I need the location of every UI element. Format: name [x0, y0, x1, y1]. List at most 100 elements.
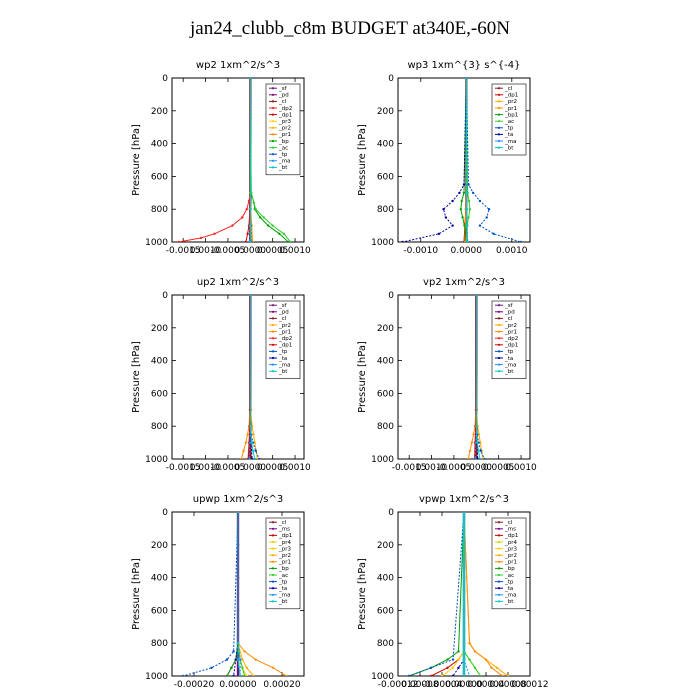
legend-marker [497, 337, 501, 340]
legend-entry: _ma [504, 593, 516, 599]
plot-frame [171, 294, 305, 460]
data-point [234, 658, 237, 661]
legend-entry: _pr2 [504, 99, 517, 105]
y-tick-label: 600 [377, 172, 394, 182]
legend-marker [497, 554, 501, 557]
data-point [484, 658, 488, 661]
data-point [287, 240, 290, 242]
legend-entry: _sf [504, 303, 514, 309]
series-group [177, 78, 292, 242]
plot-frame [171, 77, 305, 243]
legend-entry: _bp [278, 566, 289, 572]
y-tick-label: 600 [377, 389, 394, 399]
legend-entry: _ms [504, 527, 516, 533]
x-tick-label: -0.00020 [174, 680, 215, 690]
legend-entry: _bt [504, 369, 514, 375]
legend-marker [271, 166, 275, 169]
y-tick-label: 0 [388, 74, 394, 84]
data-point [465, 78, 468, 80]
y-tick-label: 1000 [145, 455, 168, 465]
legend-marker [271, 554, 275, 557]
legend-marker [497, 93, 501, 96]
y-tick-label: 1000 [145, 672, 168, 682]
legend-marker [497, 126, 501, 129]
y-tick-label: 0 [162, 508, 168, 518]
data-point [245, 666, 248, 669]
legend-entry: _sf [278, 86, 288, 92]
data-point [468, 208, 472, 211]
legend-entry: _pr1 [504, 106, 517, 112]
data-point [446, 658, 449, 661]
data-point [271, 224, 274, 227]
x-tick-label: 0.0005 [257, 246, 289, 256]
data-point [181, 674, 185, 676]
y-tick-label: 800 [151, 205, 168, 215]
data-point [272, 666, 275, 669]
y-tick-label: 0 [162, 291, 168, 301]
x-tick-label: -0.0010 [403, 246, 438, 256]
legend-marker [271, 310, 275, 313]
legend-marker [271, 580, 275, 583]
legend-entry: _ms [278, 527, 290, 533]
data-point [252, 674, 255, 676]
data-point [451, 199, 454, 203]
data-point [199, 236, 203, 240]
legend-marker [271, 356, 275, 360]
legend-entry: _pr2 [278, 323, 291, 329]
legend-entry: _tp [504, 579, 514, 585]
legend-marker [497, 139, 501, 143]
y-tick-label: 200 [377, 324, 394, 334]
data-point [468, 642, 471, 645]
data-point [239, 674, 242, 676]
data-point [451, 224, 454, 227]
legend-marker [497, 560, 501, 563]
legend-entry: _dp2 [504, 336, 518, 342]
x-tick-label: -0.0005 [211, 463, 246, 473]
y-axis-label: Pressure [hPa] [131, 341, 142, 413]
data-point [467, 199, 471, 203]
plot-frame [397, 294, 531, 460]
legend-entry: _cl [504, 316, 513, 322]
series-group [240, 295, 261, 459]
legend-marker [497, 343, 501, 346]
legend-marker [271, 521, 275, 524]
data-point [462, 183, 466, 186]
data-point [487, 208, 491, 211]
legend-entry: _cl [278, 520, 287, 526]
legend-entry: _tp [504, 126, 514, 132]
data-point [232, 674, 235, 676]
data-point [429, 666, 433, 669]
legend-entry: _ta [504, 586, 513, 592]
legend-entry: _pr2 [278, 553, 291, 559]
data-point [458, 191, 461, 194]
legend-marker [271, 370, 275, 373]
legend-marker [271, 120, 275, 123]
legend-marker [271, 350, 275, 353]
data-point [459, 208, 463, 211]
legend-marker [497, 323, 501, 327]
series-line-ma [474, 295, 477, 459]
data-point [462, 658, 466, 661]
data-point [249, 224, 252, 227]
legend-marker [497, 534, 501, 537]
panel-3: vp2 1xm^2/s^3 Pressure [hPa] 0 200 400 600 800… [357, 277, 537, 473]
legend-marker [497, 133, 501, 136]
legend-marker [497, 87, 501, 90]
data-point [477, 449, 480, 452]
data-point [506, 674, 510, 676]
legend-entry: _cl [278, 316, 287, 322]
y-tick-label: 400 [377, 140, 394, 150]
data-point [446, 666, 449, 669]
legend-marker [271, 317, 275, 320]
legend-marker [271, 323, 275, 327]
x-tick-label: 0.0000 [461, 463, 493, 473]
y-tick-label: 0 [162, 74, 168, 84]
data-point [282, 232, 286, 235]
x-tick-label: 0.00020 [263, 680, 300, 690]
legend-entry: _pr1 [278, 132, 291, 138]
data-point [465, 191, 468, 194]
data-point [467, 183, 470, 186]
legend: _cl_dp1_pr2_pr1_bp1_ac_tp_ta_ma_bt [491, 83, 527, 156]
data-point [244, 441, 248, 444]
data-point [249, 240, 252, 242]
